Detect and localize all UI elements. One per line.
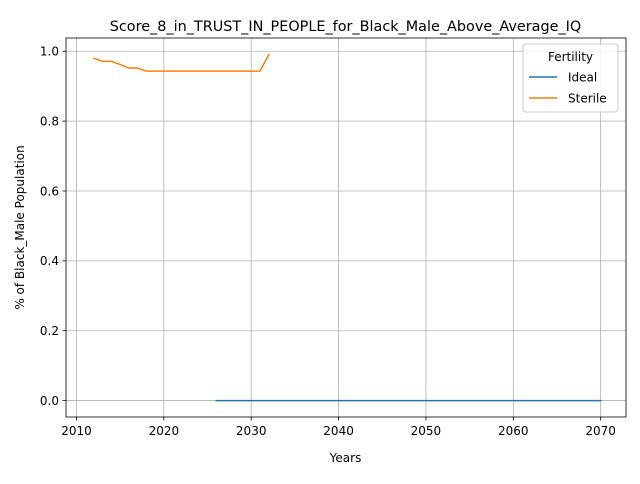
y-tick-label: 0.8	[40, 114, 59, 128]
legend: Fertility Ideal Sterile	[522, 43, 619, 113]
x-tick-label: 2040	[323, 424, 354, 438]
grid-layer	[66, 38, 626, 417]
x-tick-label: 2030	[236, 424, 267, 438]
ticks-layer: 2010 2020 2030 2040 2050 2060 2070 0.0 0.2 0.4 0.6…	[40, 45, 616, 438]
x-tick-label: 2070	[585, 424, 616, 438]
legend-box	[522, 43, 619, 113]
plot-frame	[65, 37, 627, 418]
y-tick-label: 1.0	[40, 45, 59, 59]
x-tick-label: 2010	[61, 424, 92, 438]
y-tick-label: 0.4	[40, 254, 59, 268]
series-line-sterile	[93, 53, 270, 72]
legend-label-ideal: Ideal	[568, 71, 597, 85]
x-tick-label: 2020	[149, 424, 180, 438]
x-tick-label: 2060	[498, 424, 529, 438]
x-axis-label: Years	[329, 451, 362, 465]
legend-title: Fertility	[548, 50, 593, 64]
y-axis-label: % of Black_Male Population	[13, 145, 27, 309]
x-tick-label: 2050	[411, 424, 442, 438]
y-tick-label: 0.6	[40, 184, 59, 198]
y-tick-label: 0.2	[40, 324, 59, 338]
chart-title: Score_8_in_TRUST_IN_PEOPLE_for_Black_Mal…	[110, 19, 582, 35]
y-tick-label: 0.0	[40, 394, 59, 408]
legend-label-sterile: Sterile	[568, 92, 607, 106]
lines-layer	[93, 53, 602, 402]
